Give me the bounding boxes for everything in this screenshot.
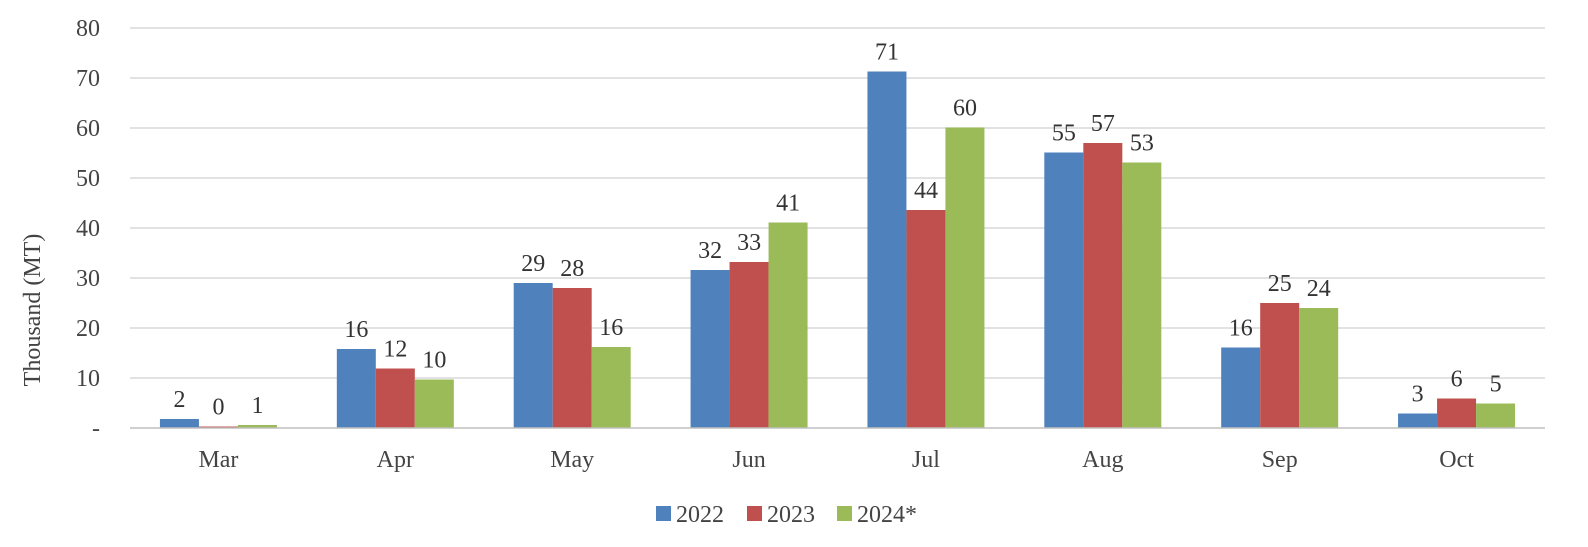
data-label: 25 [1268, 271, 1292, 297]
x-category-label: May [550, 447, 594, 473]
data-label: 60 [953, 96, 977, 122]
bar-2024-jun [768, 222, 808, 428]
x-category-label: Apr [377, 447, 414, 473]
data-label: 44 [914, 178, 938, 204]
bars [159, 71, 1516, 428]
data-label: 12 [383, 337, 407, 363]
data-label: 28 [560, 256, 584, 282]
bar-2024-jul [945, 127, 985, 428]
bar-2023-sep [1260, 303, 1300, 428]
bar-2022-may [513, 283, 553, 428]
data-label: 55 [1052, 121, 1076, 147]
x-category-label: Aug [1082, 447, 1123, 473]
bar-2023-apr [375, 368, 415, 428]
data-label: 0 [212, 395, 224, 421]
y-tick-label: 50 [76, 166, 100, 192]
data-label: 24 [1307, 276, 1331, 302]
y-tick-label: 40 [76, 216, 100, 242]
y-tick-label: - [92, 416, 100, 442]
x-category-label: Mar [198, 447, 238, 473]
legend-swatch [747, 506, 762, 521]
bar-2022-oct [1398, 413, 1438, 428]
y-tick-label: 10 [76, 366, 100, 392]
data-label: 5 [1490, 372, 1502, 398]
bar-2024-apr [414, 379, 454, 428]
y-tick-label: 30 [76, 266, 100, 292]
data-label: 32 [698, 238, 722, 264]
bar-2022-aug [1044, 152, 1084, 428]
bar-2023-may [552, 288, 592, 428]
bar-2024-mar [237, 425, 277, 428]
data-label: 10 [422, 348, 446, 374]
bar-2023-jun [729, 262, 769, 428]
gridlines [130, 27, 1545, 379]
bar-2023-jul [906, 210, 946, 428]
data-label: 57 [1091, 111, 1115, 137]
legend-swatch [656, 506, 671, 521]
bar-2022-mar [159, 419, 199, 428]
data-label: 41 [776, 191, 800, 217]
legend-swatch [837, 506, 852, 521]
y-tick-label: 80 [76, 16, 100, 42]
bar-2024-may [591, 347, 631, 428]
bar-2023-oct [1437, 398, 1477, 428]
data-label: 1 [251, 393, 263, 419]
x-category-label: Jul [912, 447, 940, 473]
legend-label: 2023 [767, 502, 815, 528]
data-label: 2 [173, 387, 185, 413]
data-label: 6 [1451, 367, 1463, 393]
y-tick-label: 60 [76, 116, 100, 142]
legend: 2022 2023 2024* [656, 502, 917, 528]
bar-2024-aug [1122, 162, 1162, 428]
bar-2022-apr [336, 349, 376, 428]
y-axis-ticks: - 10 20 30 40 50 60 70 80 [76, 16, 100, 442]
bar-2024-sep [1299, 308, 1339, 428]
y-tick-label: 70 [76, 66, 100, 92]
legend-label: 2022 [676, 502, 724, 528]
data-label: 16 [344, 317, 368, 343]
bar-2023-aug [1083, 143, 1123, 428]
data-labels: 2 0 1 16 12 10 29 28 16 32 33 41 71 44 60 55 57 53 16 25 24 3… [173, 40, 1501, 421]
y-tick-label: 20 [76, 316, 100, 342]
legend-label: 2024* [857, 502, 917, 528]
data-label: 71 [875, 40, 899, 66]
bar-2024-oct [1476, 403, 1516, 428]
data-label: 16 [1229, 316, 1253, 342]
x-category-label: Sep [1262, 447, 1298, 473]
data-label: 3 [1412, 382, 1424, 408]
x-axis-categories: Mar Apr May Jun Jul Aug Sep Oct [198, 447, 1474, 473]
bar-2022-jul [867, 71, 907, 428]
bar-2022-sep [1221, 347, 1261, 428]
x-category-label: Oct [1439, 447, 1474, 473]
bar-2022-jun [690, 270, 730, 428]
data-label: 16 [599, 315, 623, 341]
y-axis-label: Thousand (MT) [20, 234, 46, 387]
data-label: 53 [1130, 131, 1154, 157]
data-label: 29 [521, 251, 545, 277]
data-label: 33 [737, 230, 761, 256]
x-category-label: Jun [732, 447, 765, 473]
